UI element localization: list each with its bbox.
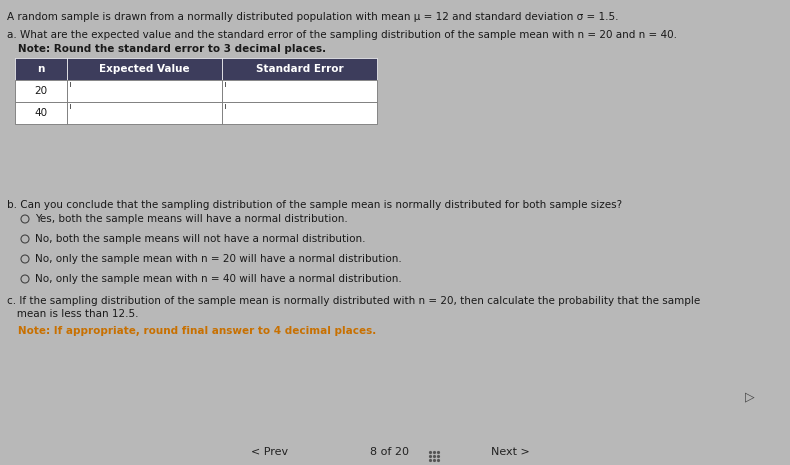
Bar (67, 102, 222, 124)
Text: ▷: ▷ (745, 390, 754, 403)
Bar (222, 102, 377, 124)
Bar (15, 80, 67, 102)
Text: mean is less than 12.5.: mean is less than 12.5. (7, 309, 138, 319)
Text: Yes, both the sample means will have a normal distribution.: Yes, both the sample means will have a n… (35, 214, 348, 224)
Text: Standard Error: Standard Error (256, 64, 344, 74)
Text: No, only the sample mean with n = 40 will have a normal distribution.: No, only the sample mean with n = 40 wil… (35, 274, 402, 284)
Text: 20: 20 (35, 86, 47, 96)
Bar (222, 58, 377, 80)
Text: No, both the sample means will not have a normal distribution.: No, both the sample means will not have … (35, 234, 366, 244)
Text: No, only the sample mean with n = 20 will have a normal distribution.: No, only the sample mean with n = 20 wil… (35, 254, 402, 264)
Bar (222, 80, 377, 102)
Bar (67, 58, 222, 80)
Text: Expected Value: Expected Value (100, 64, 190, 74)
Text: 8 of 20: 8 of 20 (371, 447, 409, 457)
Text: 40: 40 (35, 108, 47, 118)
Text: n: n (37, 64, 45, 74)
Bar (67, 80, 222, 102)
Text: Note: If appropriate, round final answer to 4 decimal places.: Note: If appropriate, round final answer… (7, 326, 376, 336)
Text: c. If the sampling distribution of the sample mean is normally distributed with : c. If the sampling distribution of the s… (7, 296, 700, 306)
Text: Next >: Next > (491, 447, 529, 457)
Text: Note: Round the standard error to 3 decimal places.: Note: Round the standard error to 3 deci… (7, 44, 326, 54)
Text: a. What are the expected value and the standard error of the sampling distributi: a. What are the expected value and the s… (7, 30, 677, 40)
Text: A random sample is drawn from a normally distributed population with mean μ = 12: A random sample is drawn from a normally… (7, 12, 619, 22)
Bar (15, 58, 67, 80)
Text: < Prev: < Prev (251, 447, 288, 457)
Bar (15, 102, 67, 124)
Text: b. Can you conclude that the sampling distribution of the sample mean is normall: b. Can you conclude that the sampling di… (7, 200, 623, 210)
